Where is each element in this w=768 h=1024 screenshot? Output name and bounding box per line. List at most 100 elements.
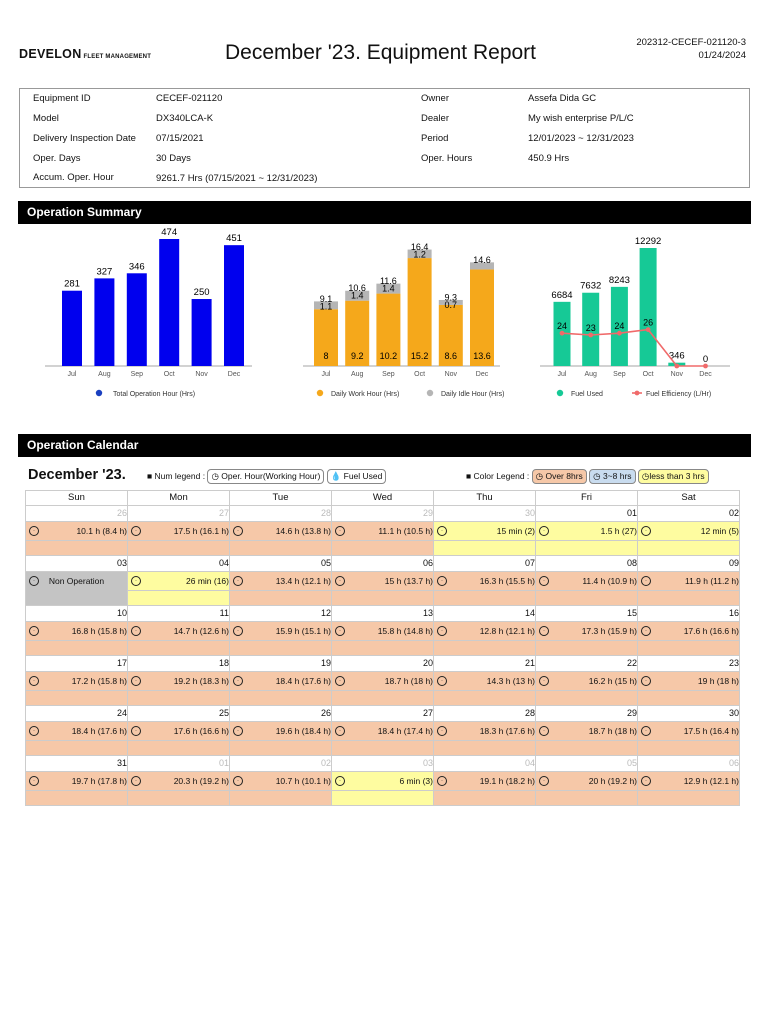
calendar-day-fuel bbox=[433, 590, 536, 606]
calendar-day-fuel bbox=[229, 540, 332, 556]
clock-icon: · bbox=[131, 676, 141, 686]
equipment-id-value: CECEF-021120 bbox=[156, 93, 223, 104]
line-value-label: 24 bbox=[614, 321, 624, 331]
calendar-day-hours: · 18.4 h (17.4 h) bbox=[331, 721, 434, 741]
clock-icon: · bbox=[29, 776, 39, 786]
calendar-day-number: 13 bbox=[331, 605, 434, 622]
fuel-efficiency-point bbox=[703, 363, 708, 369]
calendar-day-fuel bbox=[331, 540, 434, 556]
weekday-header: Mon bbox=[127, 490, 230, 506]
idle-value-label: 1.1 bbox=[320, 301, 333, 311]
calendar-day-fuel bbox=[637, 540, 740, 556]
clock-icon: · bbox=[437, 626, 447, 636]
x-tick-label: Aug bbox=[351, 371, 364, 378]
color-mid-text: 3~8 hrs bbox=[602, 471, 632, 481]
calendar-day-number: 12 bbox=[229, 605, 332, 622]
calendar-day-fuel bbox=[229, 640, 332, 656]
calendar-day-hours-text: 15.8 h (14.8 h) bbox=[377, 626, 433, 636]
calendar-day-number: 05 bbox=[535, 755, 638, 772]
clock-icon: · bbox=[335, 626, 345, 636]
clock-icon: · bbox=[29, 626, 39, 636]
calendar-day-fuel bbox=[637, 740, 740, 756]
calendar-day-number: 01 bbox=[535, 505, 638, 522]
calendar-day-hours-text: 15 h (13.7 h) bbox=[384, 576, 433, 586]
x-tick-label: Sep bbox=[131, 371, 144, 378]
calendar-day-fuel bbox=[535, 640, 638, 656]
calendar-day-hours: · 11.1 h (10.5 h) bbox=[331, 521, 434, 541]
x-tick-label: Aug bbox=[584, 371, 597, 378]
idle-value-label: 1.4 bbox=[382, 284, 395, 294]
calendar-day-number: 08 bbox=[535, 555, 638, 572]
x-tick-label: Dec bbox=[228, 371, 241, 378]
calendar-day-fuel bbox=[25, 540, 128, 556]
clock-icon: · bbox=[29, 526, 39, 536]
calendar-day-hours: · Non Operation bbox=[25, 571, 128, 606]
calendar-day-number: 06 bbox=[637, 755, 740, 772]
total-value-label: 9.3 bbox=[445, 292, 458, 302]
legend-marker bbox=[634, 390, 640, 396]
clock-icon: · bbox=[131, 526, 141, 536]
calendar-day-fuel bbox=[331, 790, 434, 806]
weekday-header: Sat bbox=[637, 490, 740, 506]
num-legend: ■ Num legend : ◷ Oper. Hour(Working Hour… bbox=[147, 469, 387, 484]
operation-summary-header: Operation Summary bbox=[18, 201, 751, 224]
fuel-drop-icon: 💧 bbox=[330, 471, 342, 481]
clock-icon: · bbox=[131, 726, 141, 736]
calendar-day-number: 26 bbox=[25, 505, 128, 522]
operation-calendar-header: Operation Calendar bbox=[18, 434, 751, 457]
calendar-day-fuel bbox=[25, 690, 128, 706]
legend-marker bbox=[95, 389, 103, 397]
x-tick-label: Dec bbox=[476, 371, 489, 378]
calendar-day-fuel bbox=[433, 640, 536, 656]
calendar-day-fuel bbox=[637, 590, 740, 606]
calendar-day-hours-text: 15.9 h (15.1 h) bbox=[275, 626, 331, 636]
total-value-label: 16.4 bbox=[411, 242, 429, 252]
clock-icon: · bbox=[131, 576, 141, 586]
clock-icon: · bbox=[335, 776, 345, 786]
x-tick-label: Jul bbox=[558, 371, 567, 378]
calendar-day-hours-text: 10.1 h (8.4 h) bbox=[76, 526, 127, 536]
bar-value-label: 250 bbox=[194, 287, 210, 298]
calendar-day-hours: · 20 h (19.2 h) bbox=[535, 771, 638, 791]
bar-daily-work bbox=[438, 304, 463, 366]
calendar-day-hours-text: 14.6 h (13.8 h) bbox=[275, 526, 331, 536]
calendar-day-hours: · 19.6 h (18.4 h) bbox=[229, 721, 332, 741]
calendar-day-fuel bbox=[433, 540, 536, 556]
x-tick-label: Oct bbox=[164, 371, 175, 378]
bar-total-operation bbox=[159, 239, 180, 366]
calendar-day-hours-text: 19.1 h (18.2 h) bbox=[479, 776, 535, 786]
total-value-label: 9.1 bbox=[320, 294, 333, 304]
calendar-day-fuel bbox=[127, 690, 230, 706]
clock-icon: · bbox=[335, 526, 345, 536]
clock-icon: · bbox=[29, 576, 39, 586]
calendar-day-fuel bbox=[535, 740, 638, 756]
calendar-day-hours: · 15 h (13.7 h) bbox=[331, 571, 434, 591]
calendar-day-hours-text: 19 h (18 h) bbox=[697, 676, 739, 686]
bar-daily-idle bbox=[470, 262, 494, 270]
operation-calendar: Sun Mon Tue Wed Thu Fri Sat 26 27 28 29 30 01 02 · 10.1… bbox=[25, 490, 740, 806]
calendar-day-fuel bbox=[25, 640, 128, 656]
calendar-day-number: 24 bbox=[25, 705, 128, 722]
weekday-header: Wed bbox=[331, 490, 434, 506]
calendar-day-fuel bbox=[25, 790, 128, 806]
color-legend-mid: ◷ 3~8 hrs bbox=[589, 469, 636, 484]
calendar-day-hours: · 17.6 h (16.6 h) bbox=[637, 621, 740, 641]
calendar-day-hours-text: 18.4 h (17.4 h) bbox=[377, 726, 433, 736]
calendar-day-hours-text: 14.3 h (13 h) bbox=[486, 676, 535, 686]
calendar-day-fuel bbox=[331, 690, 434, 706]
color-legend-square-icon: ■ bbox=[466, 471, 472, 481]
calendar-day-number: 28 bbox=[433, 705, 536, 722]
delivery-value: 07/15/2021 bbox=[156, 133, 204, 144]
calendar-day-fuel bbox=[127, 590, 230, 606]
x-tick-label: Dec bbox=[699, 371, 712, 378]
calendar-day-number: 06 bbox=[331, 555, 434, 572]
calendar-day-hours-text: 17.6 h (16.6 h) bbox=[173, 726, 229, 736]
calendar-day-hours-text: 14.7 h (12.6 h) bbox=[173, 626, 229, 636]
calendar-day-number: 01 bbox=[127, 755, 230, 772]
owner-label: Owner bbox=[421, 93, 449, 104]
total-value-label: 11.6 bbox=[380, 276, 397, 286]
x-tick-label: Sep bbox=[382, 371, 395, 378]
calendar-day-number: 31 bbox=[25, 755, 128, 772]
bar-daily-work bbox=[314, 309, 338, 366]
calendar-day-fuel bbox=[127, 640, 230, 656]
